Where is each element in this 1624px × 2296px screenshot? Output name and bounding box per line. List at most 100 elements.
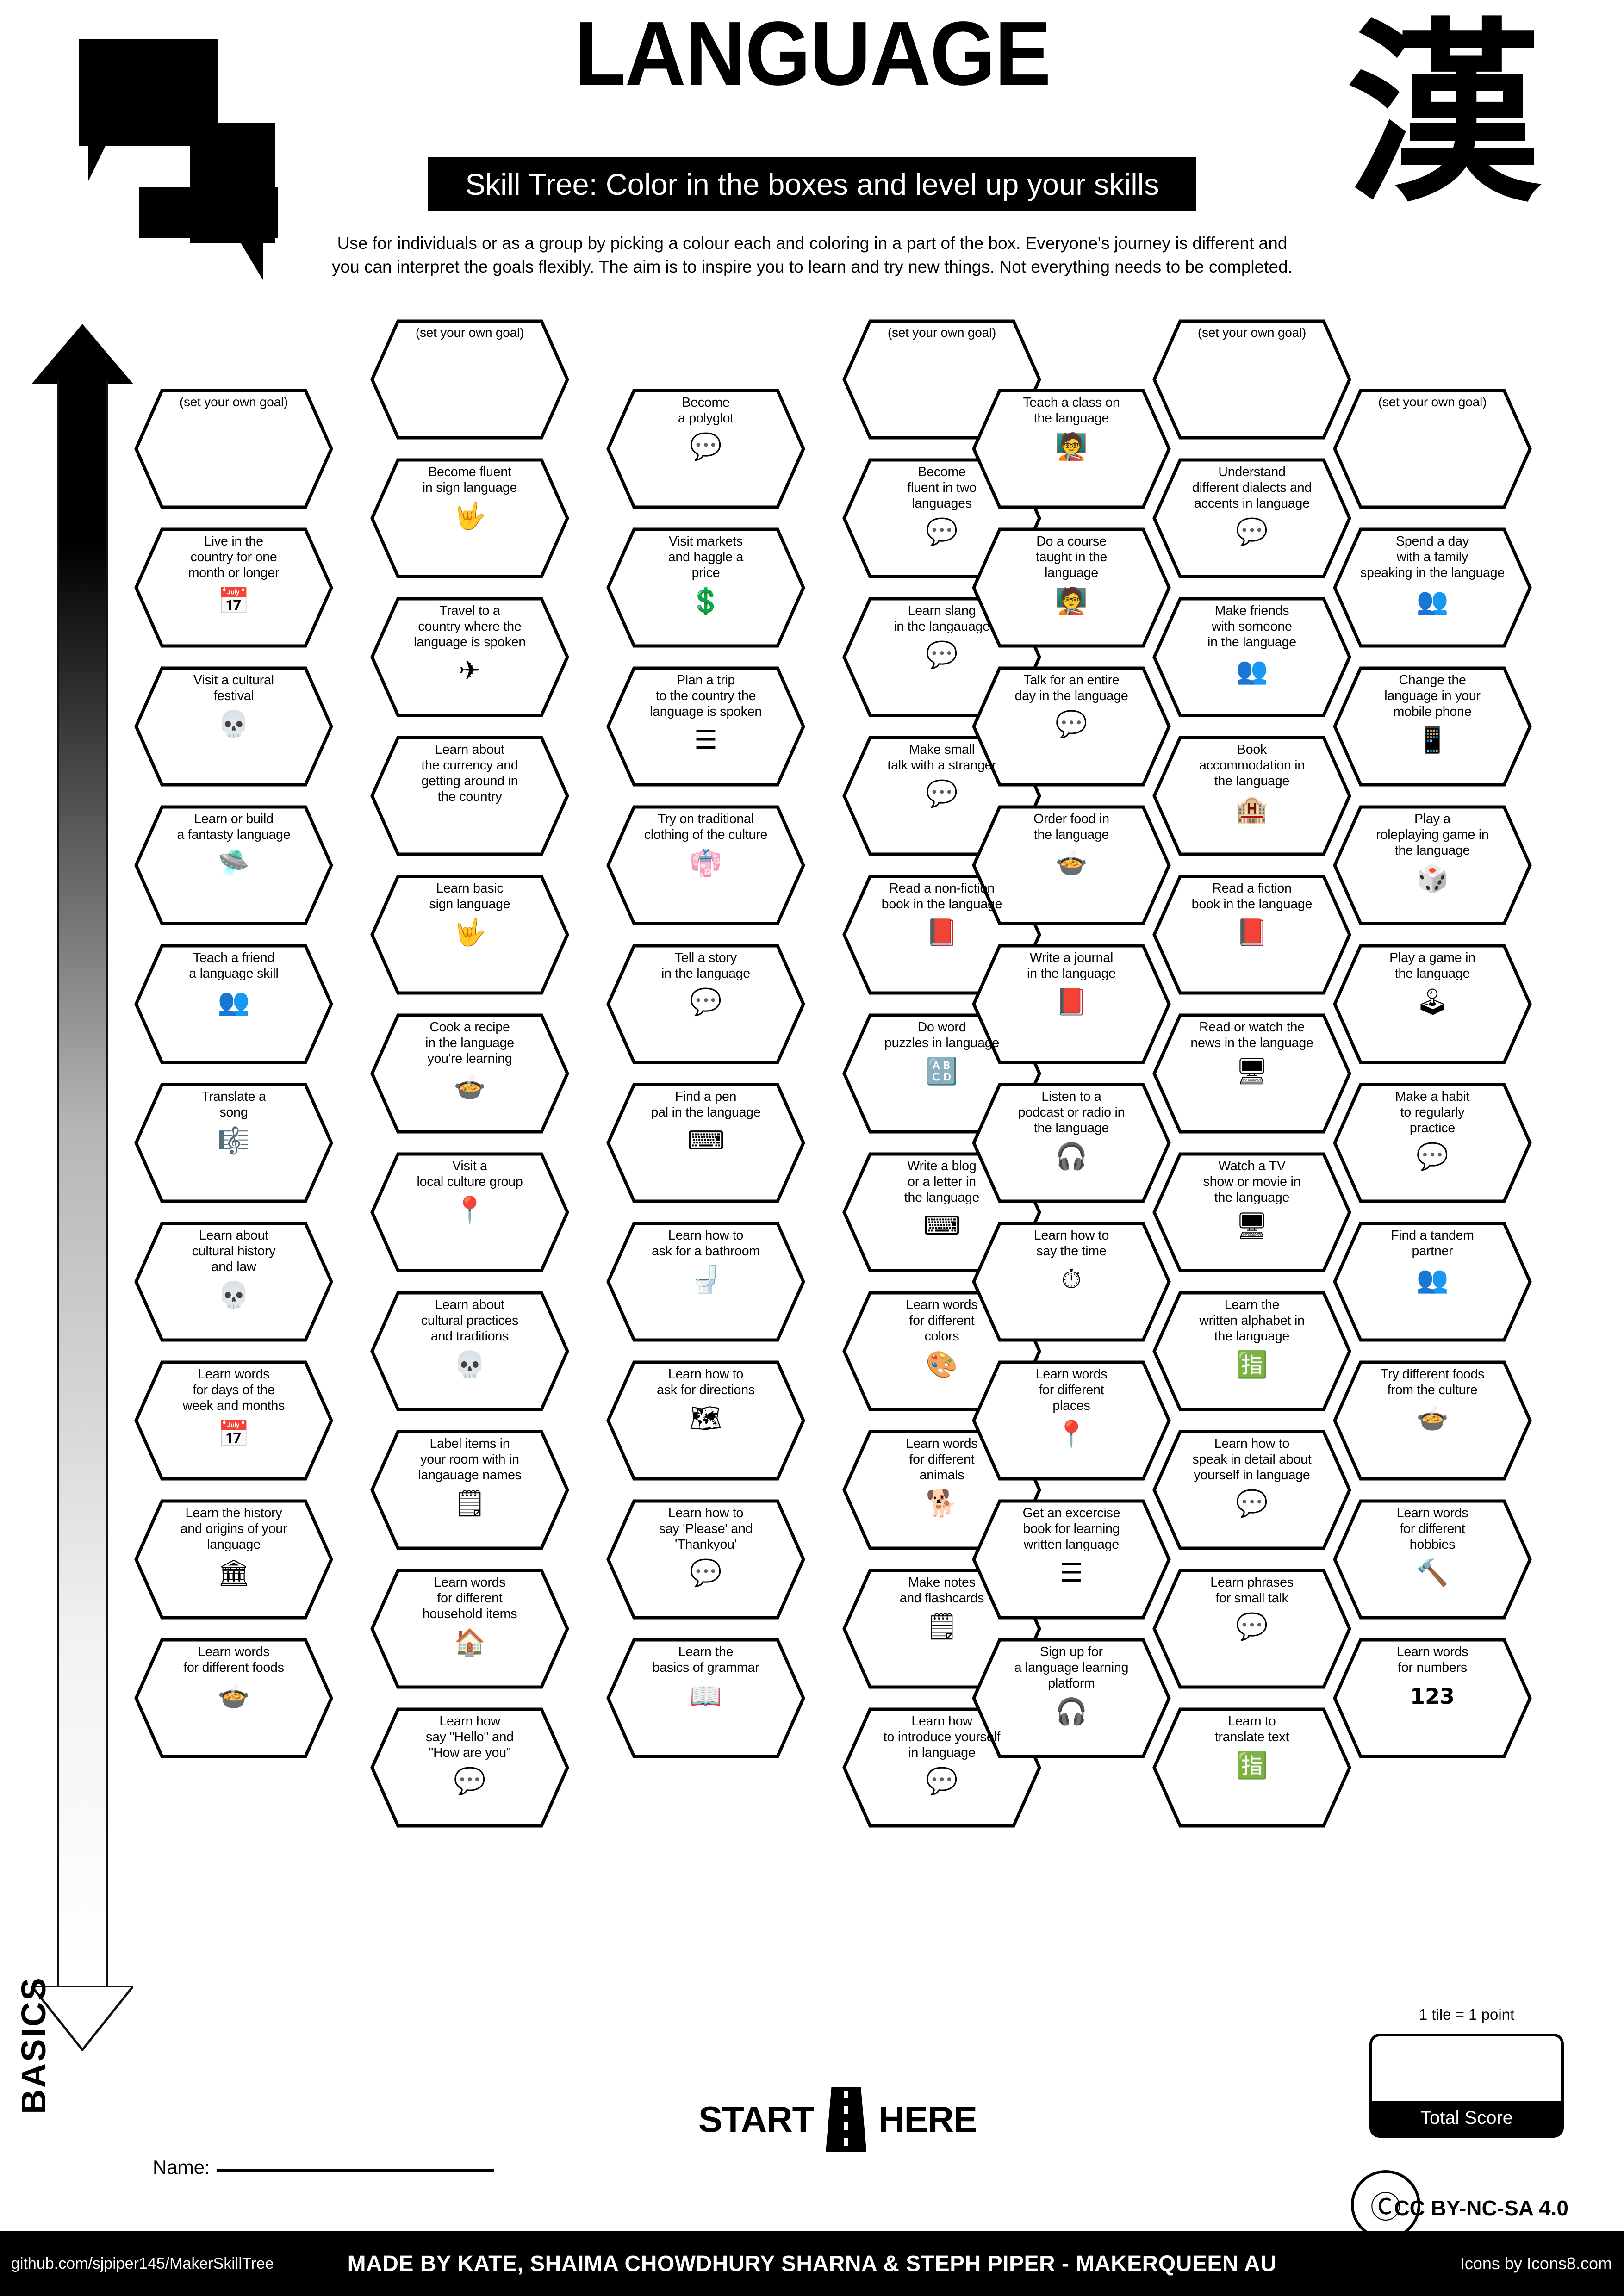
speech-bubbles-icon: 💬 (1055, 709, 1088, 739)
hexagon-outline (1333, 666, 1532, 787)
skill-tile[interactable]: Learn the history and origins of your lang… (134, 1499, 333, 1620)
skill-tile[interactable]: Label items in your room with in langauage… (370, 1430, 569, 1550)
skill-tile[interactable]: Become a polyglot 💬 (606, 389, 805, 509)
skill-tile[interactable]: Live in the country for one month or longe… (134, 527, 333, 648)
skill-tile[interactable]: Plan a trip to the country the language is… (606, 666, 805, 787)
total-score-box[interactable]: 1 tile = 1 point Total Score (1369, 2006, 1564, 2138)
skill-tile[interactable]: Learn to translate text 🈯 (1152, 1707, 1351, 1828)
skill-tile[interactable]: Learn how to introduce yourself in languag… (842, 1707, 1041, 1828)
skill-tile[interactable]: Learn how to ask for a bathroom 🚽 (606, 1222, 805, 1342)
skill-tile[interactable]: Learn words for different places 📍 (972, 1360, 1171, 1481)
hexagon-outline (370, 1707, 569, 1828)
skill-tile[interactable]: Learn about cultural practices and traditi… (370, 1291, 569, 1411)
skill-tile[interactable]: Get an excercise book for learning written… (972, 1499, 1171, 1620)
hexagon-outline (370, 458, 569, 578)
skill-tile[interactable]: Change the language in your mobile phone 📱 (1333, 666, 1532, 787)
skill-tile[interactable]: Understand different dialects and accents … (1152, 458, 1351, 578)
speech-bubbles-icon: 💬 (1236, 1488, 1268, 1519)
skill-tile[interactable]: Sign up for a language learning platform 🎧 (972, 1638, 1171, 1758)
skill-tile[interactable]: Learn basic sign language 🤟 (370, 875, 569, 995)
skill-tile[interactable]: Learn phrases for small talk 💬 (1152, 1569, 1351, 1689)
name-write-line[interactable] (216, 2169, 494, 2172)
skill-tile[interactable]: Become fluent in sign language 🤟 (370, 458, 569, 578)
skill-tile-set-your-own-goal[interactable]: (set your own goal) (370, 319, 569, 440)
skill-tile[interactable]: Learn words for days of the week and month… (134, 1360, 333, 1481)
creative-commons-icon: Ⓒ (1351, 2170, 1420, 2240)
skill-tile-label: Make notes and flashcards (899, 1575, 984, 1606)
skill-tile-label: Learn words for numbers (1396, 1644, 1468, 1675)
skill-tile[interactable]: Try different foods from the culture 🍲 (1333, 1360, 1532, 1481)
skill-tile[interactable]: Book accommodation in the language 🏨 (1152, 736, 1351, 856)
skill-tile[interactable]: Learn how to ask for directions 🗺 (606, 1360, 805, 1481)
skill-tile[interactable]: Listen to a podcast or radio in the langua… (972, 1083, 1171, 1203)
skill-tile-set-your-own-goal[interactable]: (set your own goal) (134, 389, 333, 509)
hexagon-outline (972, 944, 1171, 1064)
skill-tile[interactable]: Learn about cultural history and law 💀 (134, 1222, 333, 1342)
skill-tile[interactable]: Find a tandem partner 👥 (1333, 1222, 1532, 1342)
skill-tile-label: Learn to translate text (1214, 1714, 1289, 1744)
skill-tile[interactable]: Watch a TV show or movie in the language 🖥 (1152, 1152, 1351, 1272)
joystick-icon: 🕹 (1416, 987, 1449, 1017)
skill-tile[interactable]: Spend a day with a family speaking in the … (1333, 527, 1532, 648)
teacher-board-icon: 🧑‍🏫 (1055, 431, 1088, 462)
skill-tile[interactable]: Tell a story in the language 💬 (606, 944, 805, 1064)
skill-tile[interactable]: Learn the basics of grammar 📖 (606, 1638, 805, 1758)
credit-label: MADE BY KATE, SHAIMA CHOWDHURY SHARNA & … (347, 2251, 1277, 2276)
book-icon: 📕 (1055, 987, 1088, 1017)
hexagon-outline (1333, 805, 1532, 925)
skill-tile-label: Watch a TV show or movie in the language (1203, 1159, 1301, 1205)
skill-tile-set-your-own-goal[interactable]: (set your own goal) (1333, 389, 1532, 509)
skill-tile[interactable]: Learn or build a fantasty language 🛸 (134, 805, 333, 925)
skill-tile[interactable]: Play a roleplaying game in the language 🎲 (1333, 805, 1532, 925)
hexagon-outline (606, 1499, 805, 1620)
skill-tile-set-your-own-goal[interactable]: (set your own goal) (1152, 319, 1351, 440)
skill-tile[interactable]: Translate a song 🎼 (134, 1083, 333, 1203)
skill-tile-label: Travel to a country where the language is … (413, 603, 526, 650)
note-card-icon: 🗒 (925, 1611, 958, 1642)
name-field[interactable]: Name: (153, 2156, 494, 2178)
skill-tile[interactable]: Visit a local culture group 📍 (370, 1152, 569, 1272)
skill-tile[interactable]: Do a course taught in the language 🧑‍🏫 (972, 527, 1171, 648)
skill-tile[interactable]: Learn words for different household items 🏠 (370, 1569, 569, 1689)
skill-tile[interactable]: Visit a cultural festival 💀 (134, 666, 333, 787)
score-label: Total Score (1372, 2101, 1561, 2135)
skill-tile-label: Learn words for days of the week and month… (182, 1367, 285, 1413)
hexagon-outline (1333, 1222, 1532, 1342)
skill-tile[interactable]: Learn how to speak in detail about yoursel… (1152, 1430, 1351, 1550)
home-icon: 🏠 (454, 1627, 486, 1657)
skill-tile[interactable]: Travel to a country where the language is … (370, 597, 569, 717)
skill-tile[interactable]: Learn words for numbers 123 (1333, 1638, 1532, 1758)
skill-tile[interactable]: Learn words for different foods 🍲 (134, 1638, 333, 1758)
word-blocks-icon: 🔠 (926, 1056, 958, 1086)
skill-tile[interactable]: Learn words for different hobbies 🔨 (1333, 1499, 1532, 1620)
skill-tile[interactable]: Learn about the currency and getting aroun… (370, 736, 569, 856)
skill-tile[interactable]: Read or watch the news in the language 🖥 (1152, 1013, 1351, 1134)
score-frame[interactable]: Total Score (1369, 2034, 1564, 2138)
skill-tile[interactable]: Write a journal in the language 📕 (972, 944, 1171, 1064)
skill-tile[interactable]: Order food in the language 🍲 (972, 805, 1171, 925)
skill-tile[interactable]: Make friends with someone in the language 👥 (1152, 597, 1351, 717)
skill-tile[interactable]: Talk for an entire day in the language 💬 (972, 666, 1171, 787)
repo-link[interactable]: github.com/sjpiper145/MakerSkillTree (11, 2254, 274, 2272)
skill-tile-label: Become fluent in two languages (907, 465, 977, 511)
skill-tile[interactable]: Visit markets and haggle a price 💲 (606, 527, 805, 648)
skill-tile[interactable]: Teach a class on the language 🧑‍🏫 (972, 389, 1171, 509)
skill-tile[interactable]: Make a habit to regularly practice 💬 (1333, 1083, 1532, 1203)
skill-tile[interactable]: Learn how to say 'Please' and 'Thankyou' 💬 (606, 1499, 805, 1620)
icons-credit-label: Icons by Icons8.com (1460, 2254, 1612, 2273)
start-label: START (698, 2098, 814, 2140)
skill-tile[interactable]: Learn the written alphabet in the language… (1152, 1291, 1351, 1411)
skill-tile[interactable]: Cook a recipe in the language you're learn… (370, 1013, 569, 1134)
skill-tile[interactable]: Find a pen pal in the language ⌨ (606, 1083, 805, 1203)
skill-tile[interactable]: Try on traditional clothing of the cultur… (606, 805, 805, 925)
skill-tile-label: Cook a recipe in the language you're learn… (425, 1020, 514, 1066)
skill-tile-label: (set your own goal) (415, 325, 524, 340)
skill-tile[interactable]: Learn how say "Hello" and "How are you" 💬 (370, 1707, 569, 1828)
skill-tile-label: Write a blog or a letter in the language (904, 1159, 980, 1205)
skill-tile[interactable]: Teach a friend a language skill 👥 (134, 944, 333, 1064)
skill-tile[interactable]: Read a fiction book in the language 📕 (1152, 875, 1351, 995)
skill-tile-label: Make friends with someone in the language (1207, 603, 1296, 650)
skill-tile-label: Learn or build a fantasty language (177, 812, 291, 842)
skill-tile[interactable]: Play a game in the language 🕹 (1333, 944, 1532, 1064)
skill-tile[interactable]: Learn how to say the time ⏱ (972, 1222, 1171, 1342)
